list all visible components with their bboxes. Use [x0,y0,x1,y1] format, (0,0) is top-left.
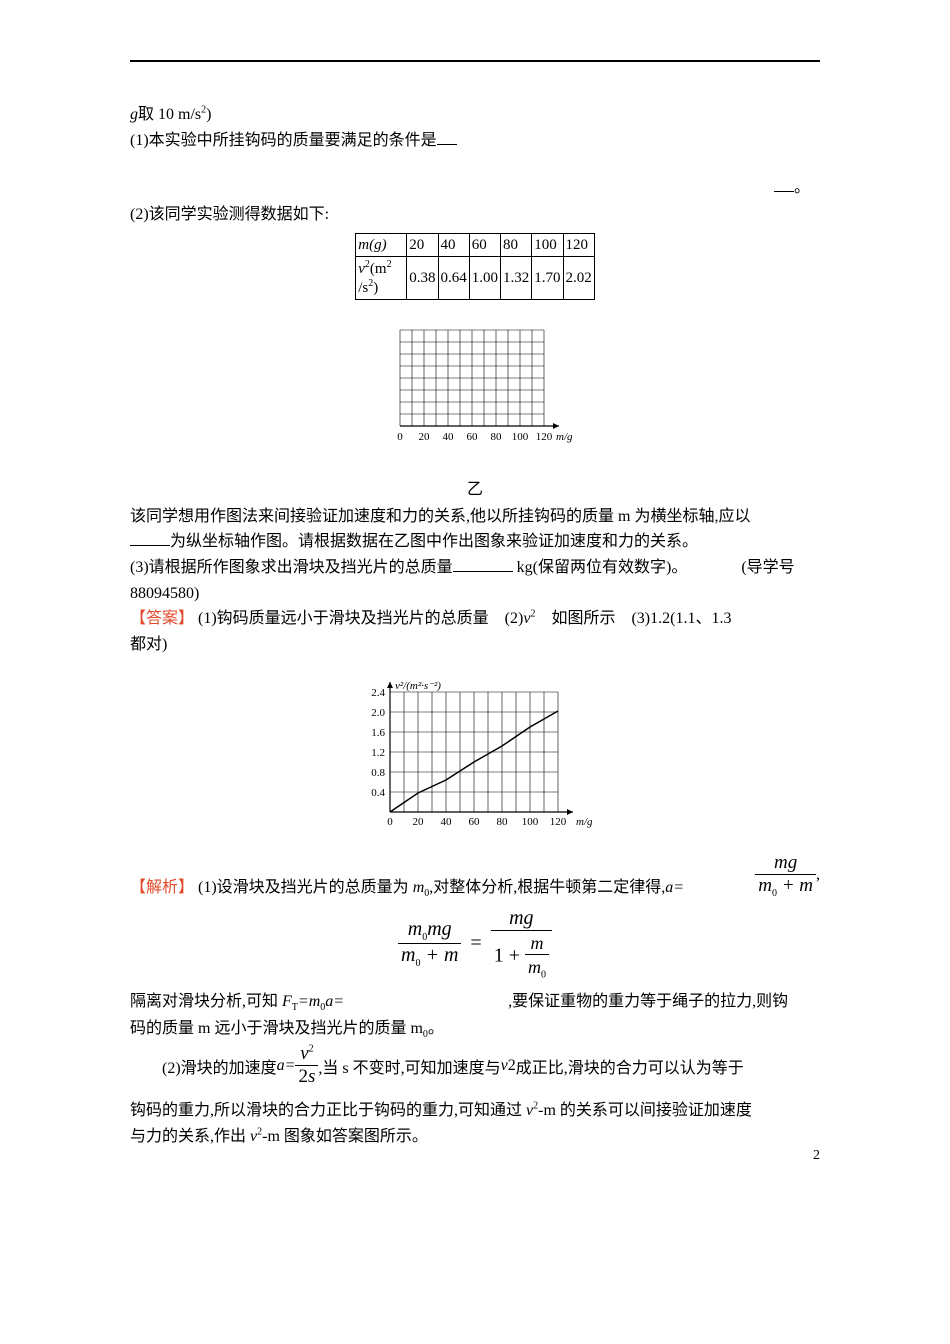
analysis-p6: 与力的关系,作出 v2-m 图象如答案图所示。 [130,1124,820,1150]
svg-text:2.4: 2.4 [371,687,385,699]
data-table: m(g) 20 40 60 80 100 120 v2(m2/s2) 0.38 … [355,233,595,300]
svg-text:60: 60 [469,816,481,828]
grid-caption: 乙 [130,475,820,499]
svg-text:20: 20 [419,431,431,443]
right-period: 。 [130,173,820,197]
svg-text:20: 20 [413,816,425,828]
svg-text:0.8: 0.8 [371,767,385,779]
blank-4 [453,555,513,572]
top-rule [130,60,820,62]
body-l2: 为纵坐标轴作图。请根据数据在乙图中作出图象来验证加速度和力的关系。 [130,529,820,555]
svg-text:0: 0 [387,816,393,828]
fraction-4: v2 2s [295,1043,318,1088]
svg-text:v²/(m²·s⁻²): v²/(m²·s⁻²) [395,680,441,692]
blank-1 [437,128,457,145]
formula-main: m0mg m0 + m = mg 1 + m m0 [130,907,820,981]
analysis-p2: 隔离对滑块分析,可知 FT=m0a= ,要保证重物的重力等于绳子的拉力,则钩 [130,989,820,1016]
svg-text:80: 80 [491,431,503,443]
g-var: g [130,106,138,123]
svg-text:m/g: m/g [556,431,573,443]
body-l3: (3)请根据所作图象求出滑块及挡光片的总质量 kg(保留两位有效数字)。 (导学… [130,555,820,581]
intro-line2: (1)本实验中所挂钩码的质量要满足的条件是 [130,128,820,154]
blank-3 [130,529,170,546]
svg-text:2.0: 2.0 [371,707,385,719]
answer-graph: 0.4 0.8 1.2 1.6 2.0 2.4 v²/(m²·s⁻²) 0 20 40 60 80 10… [335,672,615,847]
svg-text:100: 100 [522,816,539,828]
intro-line3: (2)该同学实验测得数据如下: [130,202,820,228]
analysis-p1: 【解析】 (1)设滑块及挡光片的总质量为 m0,对整体分析,根据牛顿第二定律得,… [130,852,820,899]
analysis-label: 【解析】 [130,879,194,896]
svg-text:40: 40 [443,431,455,443]
analysis-p3: 码的质量 m 远小于滑块及挡光片的质量 m0。 [130,1016,820,1043]
answer-line2: 都对) [130,632,820,658]
body-l1: 该同学想用作图法来间接验证加速度和力的关系,他以所挂钩码的质量 m 为横坐标轴,… [130,504,820,530]
body-l4: 88094580) [130,581,820,607]
analysis-p4: (2)滑块的加速度 a= v2 2s ,当 s 不变时,可知加速度与 v2成正比… [130,1043,820,1088]
svg-text:1.2: 1.2 [371,747,385,759]
svg-text:120: 120 [550,816,567,828]
svg-text:120: 120 [536,431,553,443]
svg-text:0.4: 0.4 [371,787,385,799]
table-row: v2(m2/s2) 0.38 0.64 1.00 1.32 1.70 2.02 [356,256,595,299]
analysis-p5: 钩码的重力,所以滑块的合力正比于钩码的重力,可知通过 v2-m 的关系可以间接验… [130,1098,820,1124]
svg-text:1.6: 1.6 [371,727,385,739]
intro-line1: g取 10 m/s2) [130,102,820,128]
svg-text:60: 60 [467,431,479,443]
blank-grid: 0 20 40 60 80 100 120m/g [375,320,575,470]
answer-label: 【答案】 [130,610,194,627]
svg-text:100: 100 [512,431,529,443]
table-row: m(g) 20 40 60 80 100 120 [356,233,595,256]
blank-2 [774,175,794,192]
fraction-1: mg m0 + m [755,852,816,899]
page-number: 2 [813,1148,820,1164]
svg-text:80: 80 [497,816,509,828]
answer-line: 【答案】 (1)钩码质量远小于滑块及挡光片的总质量 (2)v2 如图所示 (3)… [130,606,820,632]
svg-text:40: 40 [441,816,453,828]
svg-text:m/g: m/g [576,816,593,828]
svg-text:0: 0 [397,431,403,443]
